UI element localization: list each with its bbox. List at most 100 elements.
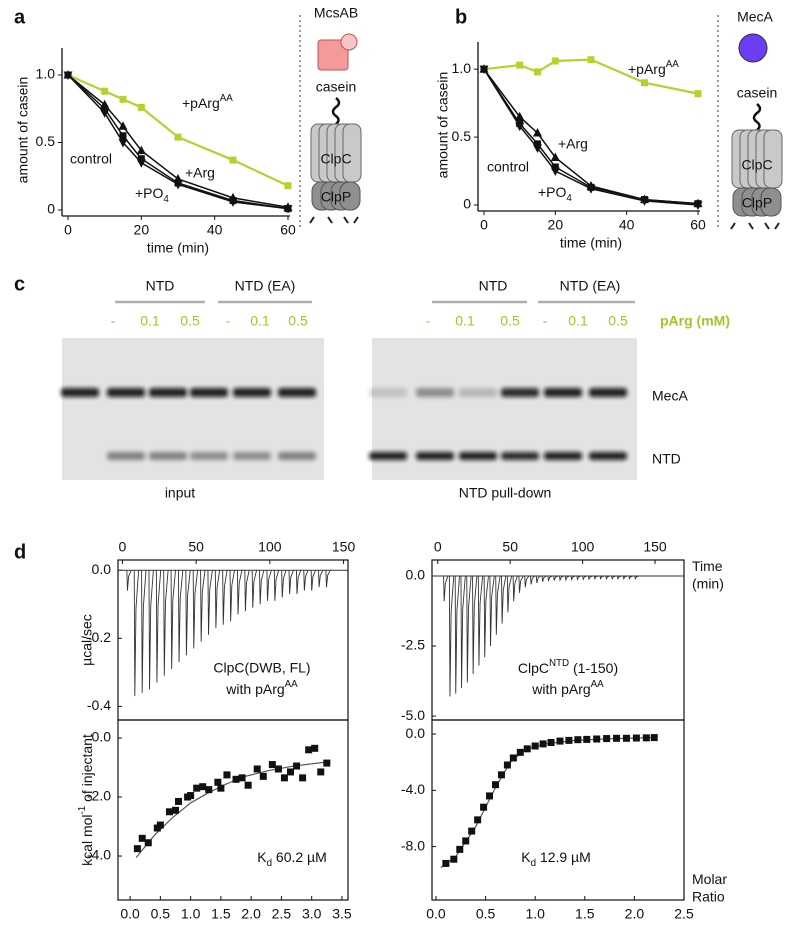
marker [523, 745, 531, 753]
diagram: McsAB casein ClpC ClpP [309, 5, 362, 224]
x-tick-label: 2.0 [241, 906, 261, 922]
injection-peak [295, 570, 302, 595]
x-axis-label: time (min) [147, 240, 209, 256]
marker [268, 761, 276, 769]
injection-peak [535, 575, 541, 584]
injection-peak [477, 575, 484, 666]
protease-label: ClpP [742, 195, 772, 211]
marker [323, 759, 331, 767]
marker [317, 768, 325, 776]
protease-shape [760, 187, 782, 217]
gel-band [459, 388, 497, 397]
gel-band [278, 388, 316, 397]
injection-peak [501, 575, 507, 624]
marker [217, 784, 225, 792]
injection-peak [259, 570, 265, 605]
injection-peak [310, 570, 316, 591]
y-tick-label: -4.0 [87, 847, 111, 863]
marker [100, 109, 110, 118]
x-tick-label: 0.0 [426, 906, 446, 922]
lane-group-label: NTD [479, 278, 508, 294]
marker [305, 746, 313, 754]
marker [244, 781, 252, 789]
marker [642, 734, 650, 742]
chart: 0.0 -2.0 -4.0 0.0 0.5 1.0 1.5 2.0 2.5 3.0 3.5 kcal … [77, 719, 352, 922]
marker [515, 122, 525, 132]
x-tick-label: 1.5 [211, 906, 231, 922]
marker [101, 105, 109, 113]
injection-peak [541, 575, 547, 582]
y-tick-label: 0.5 [36, 133, 56, 149]
gel-band [278, 452, 316, 460]
peptide [730, 222, 736, 230]
y-tick-label: -8.0 [401, 837, 425, 853]
marker [534, 140, 541, 148]
plot-frame [117, 719, 349, 901]
protease-shape [339, 181, 361, 211]
marker [259, 772, 267, 780]
marker [238, 774, 246, 782]
gel-band [416, 388, 454, 397]
marker [101, 87, 109, 95]
x-tick-label: 1.0 [525, 906, 545, 922]
annotation: Kd 12.9 µM [521, 849, 591, 869]
peptide [327, 216, 333, 224]
injection-peak [489, 575, 495, 647]
y-tick-label: -0.2 [87, 629, 111, 645]
injection-peak [185, 570, 191, 656]
injection-peak [163, 570, 169, 676]
marker [622, 734, 630, 742]
marker [547, 739, 555, 746]
marker [632, 734, 640, 742]
plot-frame [431, 719, 685, 901]
injection-peak [576, 575, 582, 581]
injection-peak [628, 575, 634, 581]
marker [138, 834, 146, 842]
lane-axis-label: pArg (mM) [660, 313, 730, 329]
adaptor-shape [738, 33, 768, 63]
y-axis-label: amount of casein [15, 77, 31, 184]
injection-peak [483, 575, 489, 658]
marker [173, 173, 183, 183]
marker [574, 736, 582, 744]
injection-peak [244, 570, 250, 612]
marker [480, 803, 488, 811]
annotation: ClpCNTD (1-150) [518, 658, 618, 676]
x-tick-label: 100 [571, 539, 595, 555]
x-tick-label: 0 [434, 539, 442, 555]
lane-label: 0.1 [250, 313, 270, 329]
injection-peak [281, 570, 287, 598]
marker [491, 781, 499, 789]
injection-peak [472, 575, 478, 675]
injection-peak [466, 575, 472, 683]
marker [156, 821, 164, 829]
marker [100, 99, 110, 109]
lane-label: 0.5 [500, 313, 520, 329]
marker [63, 71, 73, 80]
injection-peak [177, 570, 184, 663]
injection-peak [222, 570, 228, 625]
marker [175, 797, 183, 805]
y-tick-label: 0.0 [92, 561, 112, 577]
marker [274, 765, 282, 773]
lane-label: 0.5 [180, 313, 200, 329]
marker [293, 762, 301, 770]
lane-group-label: NTD (EA) [560, 278, 621, 294]
marker [228, 198, 238, 207]
injection-peak [582, 575, 588, 581]
gel-band [369, 388, 407, 397]
x-axis-label: Time (min) [692, 558, 726, 592]
injection-peak [454, 575, 460, 694]
marker [613, 734, 621, 742]
injection-peak [251, 570, 258, 608]
marker [516, 748, 524, 756]
injection-peak [448, 575, 455, 697]
marker [172, 806, 179, 814]
marker [693, 201, 703, 210]
injection-peak [170, 570, 176, 669]
panel-c: c NTD NTD (EA) - 0.1 0.5 - 0.1 0.5 input NTD NTD (E… [14, 273, 730, 500]
panel-label: c [14, 273, 25, 295]
y-axis-label: amount of casein [435, 72, 451, 179]
marker [539, 740, 547, 748]
lane-label: - [111, 313, 116, 329]
